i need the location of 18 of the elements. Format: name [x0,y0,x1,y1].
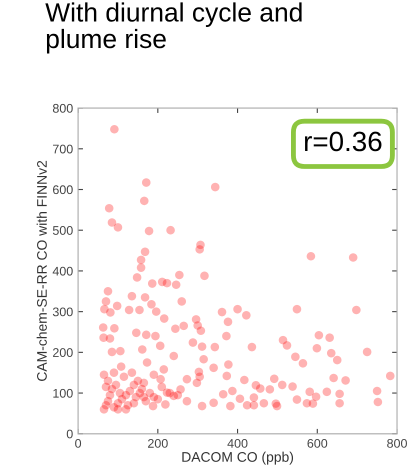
y-tick-label: 100 [53,388,73,398]
x-tick-label: 200 [148,438,168,448]
y-tick-label: 800 [52,104,73,113]
y-tick-label: 500 [52,226,73,235]
x-tick-label: 800 [387,438,407,448]
y-tick-label: 200 [53,348,73,357]
y-axis-title: CAM-chem-SE-RR CO with FINNv2 [36,160,47,381]
y-tick-label: 600 [53,185,73,194]
y-tick-label: 400 [52,266,73,276]
chart-title: With diurnal cycle and plume rise [45,2,302,54]
y-tick-label: 700 [53,144,73,154]
x-axis-title: DACOM CO (ppb) [182,452,294,465]
y-tick-label: 0 [66,430,73,438]
x-tick-label: 0 [75,438,82,448]
annotation: r=0.36 [304,132,382,152]
x-tick-label: 600 [308,438,328,448]
x-tick-label: 400 [227,438,248,448]
y-tick-label: 300 [52,307,73,316]
